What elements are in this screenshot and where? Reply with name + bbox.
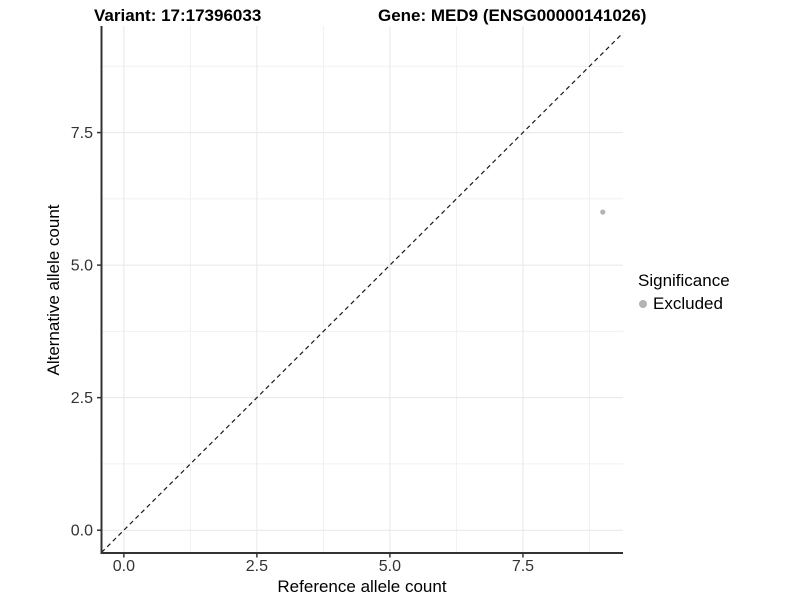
legend: Significance Excluded — [638, 271, 730, 314]
y-tick-label: 7.5 — [71, 125, 93, 142]
gridlines-minor — [101, 26, 623, 553]
legend-title: Significance — [638, 271, 730, 290]
x-tick-label: 7.5 — [512, 558, 534, 575]
legend-item-excluded: Excluded — [638, 294, 730, 314]
identity-line — [101, 32, 624, 553]
plot-title-variant: Variant: 17:17396033 — [94, 6, 262, 25]
data-points — [600, 209, 606, 215]
y-tick-label: 0.0 — [71, 523, 93, 540]
plot-title-gene: Gene: MED9 (ENSG00000141026) — [378, 6, 647, 25]
legend-key-dot — [639, 300, 647, 308]
gridlines-major — [101, 26, 623, 553]
x-axis-title: Reference allele count — [277, 577, 447, 596]
identity-reference-line — [101, 32, 624, 553]
legend-items: Excluded — [638, 294, 730, 314]
x-tick-label: 0.0 — [113, 558, 135, 575]
x-tick-label: 2.5 — [246, 558, 268, 575]
axis-lines — [100, 26, 623, 554]
x-tick-label: 5.0 — [379, 558, 401, 575]
y-tick-label: 5.0 — [71, 258, 93, 275]
data-point-excluded — [600, 209, 606, 215]
tick-labels: 0.0 2.5 5.0 7.5 0.0 2.5 5.0 7.5 — [71, 125, 534, 575]
y-tick-label: 2.5 — [71, 390, 93, 407]
legend-item-label: Excluded — [653, 294, 723, 313]
y-axis-title: Alternative allele count — [44, 204, 63, 376]
axis-ticks — [97, 131, 524, 558]
